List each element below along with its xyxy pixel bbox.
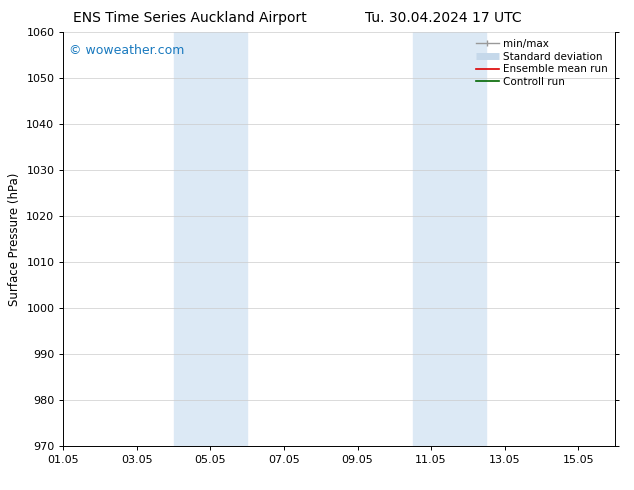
Legend: min/max, Standard deviation, Ensemble mean run, Controll run: min/max, Standard deviation, Ensemble me…: [474, 37, 610, 89]
Text: ENS Time Series Auckland Airport: ENS Time Series Auckland Airport: [74, 11, 307, 25]
Bar: [413, 32, 486, 446]
Text: © woweather.com: © woweather.com: [69, 44, 184, 57]
Bar: [174, 32, 247, 446]
Text: Tu. 30.04.2024 17 UTC: Tu. 30.04.2024 17 UTC: [365, 11, 522, 25]
Y-axis label: Surface Pressure (hPa): Surface Pressure (hPa): [8, 172, 21, 306]
